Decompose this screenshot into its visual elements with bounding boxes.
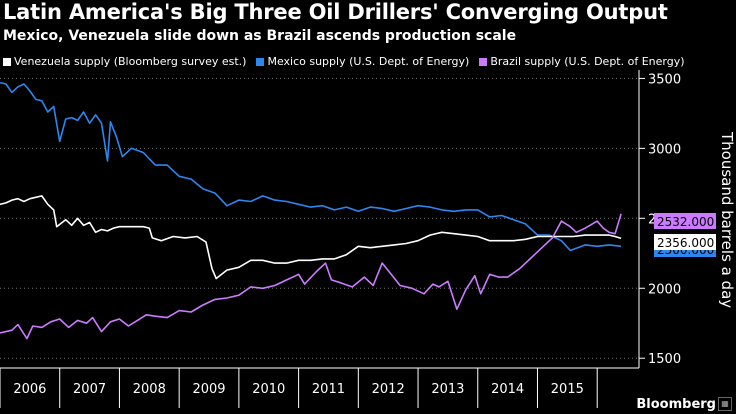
chart-subtitle: Mexico, Venezuela slide down as Brazil a… [3, 28, 517, 44]
end-tag-brazil-text: 2532.000 [657, 215, 714, 229]
x-tick-label: 2014 [491, 382, 524, 397]
y-tick-label: 2000 [648, 282, 681, 297]
legend-item-mexico: Mexico supply (U.S. Dept. of Energy) [256, 55, 469, 68]
x-tick-label: 2015 [551, 382, 584, 397]
x-tick-label: 2009 [192, 382, 225, 397]
x-tick-label: 2006 [13, 382, 46, 397]
legend-label-brazil: Brazil supply (U.S. Dept. of Energy) [490, 55, 685, 68]
x-tick-label: 2008 [133, 382, 166, 397]
legend: Venezuela supply (Bloomberg survey est.)… [3, 55, 685, 68]
y-tick-label: 1500 [648, 352, 681, 367]
series-line-brazil [0, 213, 622, 340]
series-line-venezuela [0, 195, 622, 280]
x-tick-label: 2011 [312, 382, 345, 397]
legend-swatch-venezuela [3, 57, 11, 66]
legend-swatch-mexico [256, 57, 265, 66]
bloomberg-brand: Bloomberg [636, 397, 716, 412]
bloomberg-logo-icon: ▦ [718, 397, 732, 411]
x-tick-label: 2010 [252, 382, 285, 397]
end-tag-brazil-bg [654, 213, 716, 229]
legend-swatch-brazil [479, 57, 488, 66]
x-tick-label: 2013 [431, 382, 464, 397]
end-tag-venezuela-bg [654, 234, 716, 250]
y-tick-label: 3000 [648, 142, 681, 157]
legend-label-venezuela: Venezuela supply (Bloomberg survey est.) [14, 55, 247, 68]
legend-item-brazil: Brazil supply (U.S. Dept. of Energy) [479, 55, 685, 68]
y-tick-label: 3500 [648, 72, 681, 87]
y-axis-title: Thousand barrels a day [718, 131, 736, 308]
x-tick-label: 2007 [73, 382, 106, 397]
legend-item-venezuela: Venezuela supply (Bloomberg survey est.) [3, 55, 246, 68]
end-tag-venezuela-text: 2356.000 [657, 236, 714, 250]
series-line-mexico [0, 81, 622, 252]
chart-title: Latin America's Big Three Oil Drillers' … [3, 0, 668, 24]
x-tick-label: 2012 [372, 382, 405, 397]
legend-label-mexico: Mexico supply (U.S. Dept. of Energy) [267, 55, 470, 68]
